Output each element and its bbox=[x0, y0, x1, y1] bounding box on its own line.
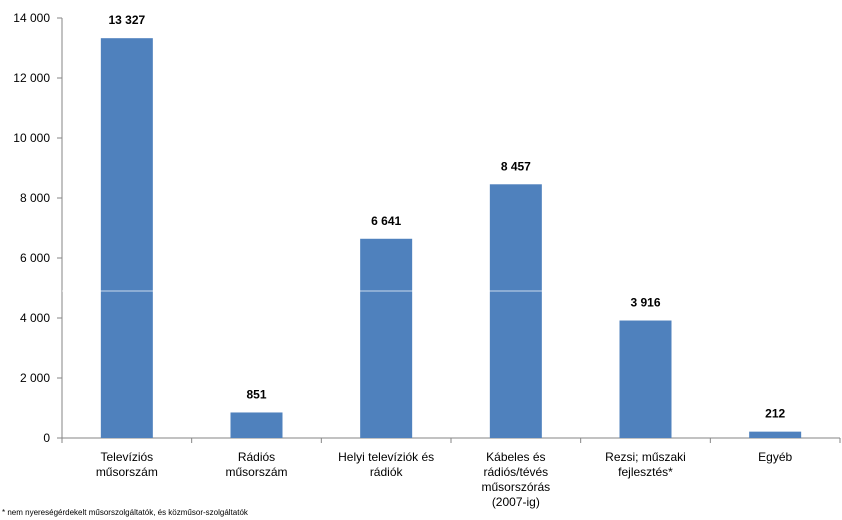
y-tick-label: 0 bbox=[43, 431, 50, 445]
data-label: 13 327 bbox=[108, 13, 145, 27]
category-label: Egyéb bbox=[758, 450, 792, 464]
category-label: (2007-ig) bbox=[492, 495, 540, 509]
chart-bars bbox=[62, 38, 840, 438]
category-label: Televíziós bbox=[100, 450, 153, 464]
category-label: rádiós/tévés bbox=[483, 465, 548, 479]
category-label: fejlesztés* bbox=[618, 465, 673, 479]
data-label: 212 bbox=[765, 407, 785, 421]
y-tick-label: 10 000 bbox=[13, 131, 50, 145]
bar bbox=[619, 320, 672, 438]
category-label: Kábeles és bbox=[486, 450, 545, 464]
y-tick-label: 4 000 bbox=[20, 311, 50, 325]
chart-axes: 0 2 000 4 000 6 000 8 000 10 000 12 000 14 000 bbox=[13, 11, 841, 445]
y-tick-label: 2 000 bbox=[20, 371, 50, 385]
chart-data-labels: 13 327 851 6 641 8 457 3 916 212 bbox=[108, 13, 785, 420]
data-label: 3 916 bbox=[630, 296, 660, 310]
category-label: Helyi televíziók és bbox=[338, 450, 434, 464]
bar bbox=[100, 38, 153, 438]
category-label: műsorszám bbox=[225, 465, 287, 479]
category-label: Rezsi; műszaki bbox=[605, 450, 686, 464]
category-label: műsorszám bbox=[96, 465, 158, 479]
category-label: rádiók bbox=[370, 465, 404, 479]
bar bbox=[360, 238, 413, 438]
y-tick-label: 8 000 bbox=[20, 191, 50, 205]
bar bbox=[489, 184, 542, 438]
footnote: * nem nyereségérdekelt műsorszolgáltatók… bbox=[2, 508, 248, 517]
y-tick-label: 14 000 bbox=[13, 11, 50, 25]
category-label: Rádiós bbox=[238, 450, 275, 464]
data-label: 8 457 bbox=[501, 159, 531, 173]
y-tick-label: 6 000 bbox=[20, 251, 50, 265]
chart-category-labels: TelevíziósműsorszámRádiósműsorszámHelyi … bbox=[96, 450, 793, 509]
bar bbox=[749, 431, 802, 438]
y-tick-label: 12 000 bbox=[13, 71, 50, 85]
category-label: műsorszórás bbox=[481, 480, 550, 494]
data-label: 851 bbox=[246, 387, 266, 401]
bar bbox=[230, 412, 283, 438]
data-label: 6 641 bbox=[371, 214, 401, 228]
